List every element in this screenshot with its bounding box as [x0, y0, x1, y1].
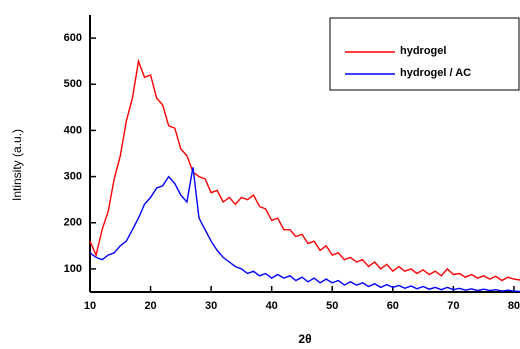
y-tick-label: 300 [64, 170, 82, 182]
x-tick-label: 40 [266, 300, 278, 312]
legend-label: hydrogel [400, 45, 446, 57]
x-tick-label: 20 [144, 300, 156, 312]
x-tick-label: 10 [84, 300, 96, 312]
y-tick-label: 200 [64, 217, 82, 229]
x-tick-label: 70 [447, 300, 459, 312]
series-line [89, 58, 520, 282]
y-tick-label: 500 [64, 78, 82, 90]
y-axis-label: Intinsity (a.u.) [10, 129, 24, 201]
series-line [89, 167, 520, 293]
legend-label: hydrogel / AC [400, 67, 471, 79]
x-tick-label: 50 [326, 300, 338, 312]
x-tick-label: 80 [508, 300, 520, 312]
y-tick-label: 400 [64, 124, 82, 136]
x-tick-label: 30 [205, 300, 217, 312]
x-axis-label: 2θ [298, 332, 311, 346]
x-tick-label: 60 [387, 300, 399, 312]
legend-box [329, 17, 520, 91]
y-tick-label: 600 [64, 32, 82, 44]
y-tick-label: 100 [64, 263, 82, 275]
